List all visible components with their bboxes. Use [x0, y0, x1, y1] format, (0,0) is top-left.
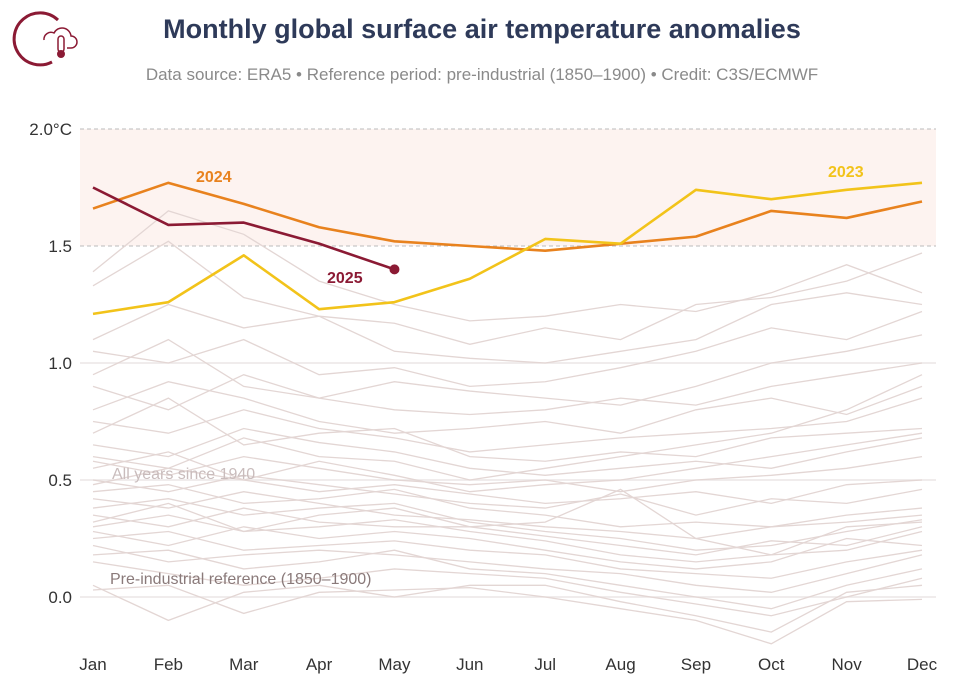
series-label-2024: 2024 — [196, 169, 232, 186]
background-year-line — [92, 310, 923, 388]
background-year-line — [92, 488, 923, 556]
background-year-line — [92, 491, 923, 540]
series-label-2023: 2023 — [828, 164, 864, 181]
x-tick-label: May — [378, 655, 411, 674]
highlight-series — [92, 181, 923, 316]
y-tick-label: 2.0°C — [29, 120, 72, 139]
background-year-line — [92, 381, 923, 434]
background-year-line — [92, 561, 923, 617]
x-tick-label: Dec — [907, 655, 938, 674]
background-year-line — [92, 484, 923, 528]
series-line-2025 — [92, 186, 395, 271]
background-year-line — [92, 584, 923, 633]
series-line-2023 — [92, 181, 923, 316]
y-tick-label: 1.5 — [48, 237, 72, 256]
y-tick-label: 0.5 — [48, 471, 72, 490]
background-year-line — [92, 292, 923, 364]
x-tick-label: Apr — [306, 655, 333, 674]
background-year-line — [92, 455, 923, 493]
chart-subtitle: Data source: ERA5 • Reference period: pr… — [146, 65, 818, 84]
background-year-line — [92, 362, 923, 416]
background-year-line — [92, 210, 923, 322]
thermometer-stem — [57, 35, 65, 53]
series-endpoint-2025 — [389, 264, 400, 275]
background-year-line — [92, 427, 923, 476]
background-years — [92, 210, 923, 645]
series-label-2025: 2025 — [327, 270, 363, 287]
shaded-band-1.5-2.0 — [80, 129, 936, 246]
background-year-line — [92, 432, 923, 493]
x-tick-label: Mar — [229, 655, 259, 674]
cloud-thermometer-icon — [43, 27, 78, 49]
background-year-line — [92, 397, 923, 453]
x-tick-label: Jun — [456, 655, 483, 674]
logo-arc — [12, 11, 60, 67]
chart-title: Monthly global surface air temperature a… — [163, 14, 801, 44]
background-year-line — [92, 544, 923, 593]
x-axis: Jan Feb Mar Apr May Jun Jul Aug Sep Oct Nov Dec — [79, 655, 937, 674]
annotation-baseline: Pre-industrial reference (1850–1900) — [110, 571, 371, 588]
x-tick-label: Feb — [154, 655, 183, 674]
annotation-all-years: All years since 1940 — [112, 466, 255, 483]
x-tick-label: Oct — [758, 655, 785, 674]
background-year-line — [92, 530, 923, 579]
background-year-line — [92, 514, 923, 563]
logo — [12, 11, 78, 67]
background-year-line — [92, 507, 923, 556]
background-year-line — [92, 498, 923, 551]
background-year-line — [92, 334, 923, 406]
series-line-2024 — [92, 181, 923, 252]
background-year-line — [92, 451, 923, 505]
x-tick-label: Aug — [605, 655, 635, 674]
x-tick-label: Sep — [681, 655, 711, 674]
y-tick-label: 0.0 — [48, 588, 72, 607]
background-year-line — [92, 526, 923, 570]
y-tick-label: 1.0 — [48, 354, 72, 373]
y-axis: 0.0 0.5 1.0 1.5 2.0°C — [29, 120, 72, 607]
background-year-line — [92, 549, 923, 610]
background-year-line — [92, 374, 923, 481]
thermometer-bulb — [57, 50, 65, 58]
x-tick-label: Nov — [832, 655, 863, 674]
background-year-line — [92, 584, 923, 645]
x-tick-label: Jan — [79, 655, 106, 674]
background-year-line — [92, 397, 923, 462]
x-tick-label: Jul — [534, 655, 556, 674]
background-year-line — [92, 240, 923, 345]
